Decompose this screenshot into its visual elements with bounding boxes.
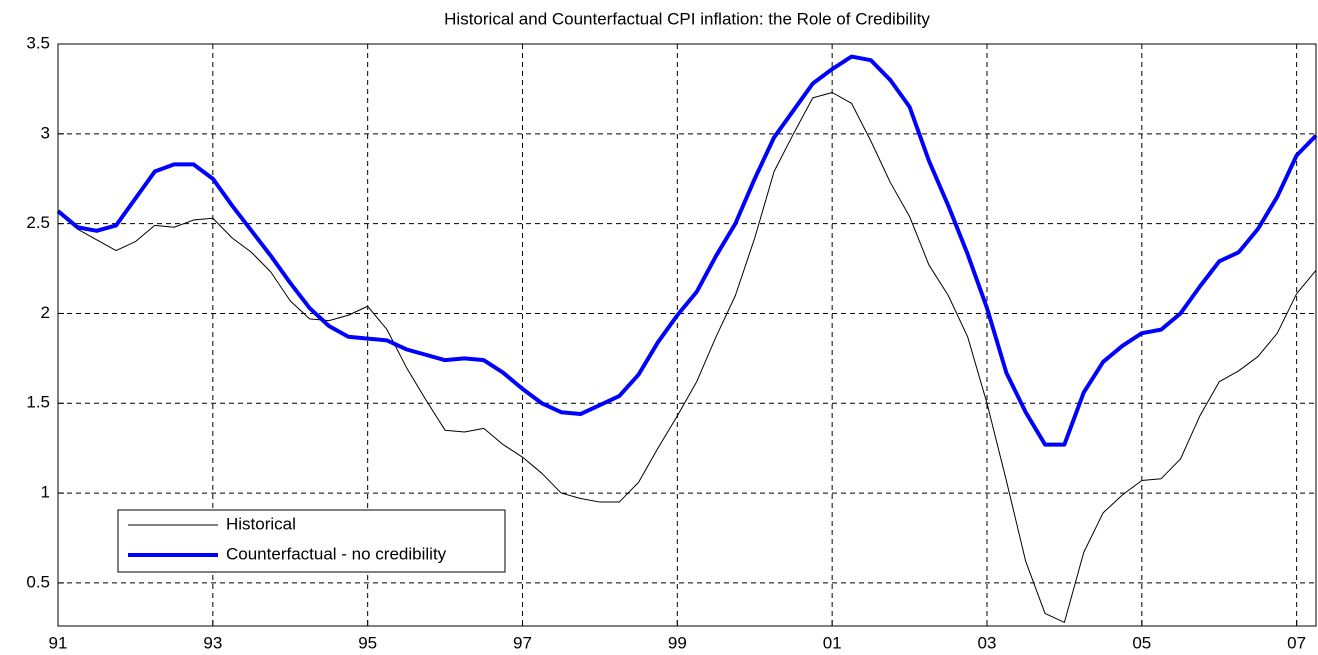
y-tick-label: 0.5 bbox=[26, 572, 50, 591]
x-tick-label: 03 bbox=[978, 633, 997, 652]
plot-frame bbox=[57, 43, 1317, 627]
y-tick-label: 2.5 bbox=[26, 213, 50, 232]
legend-box bbox=[117, 509, 506, 573]
y-tick-label: 1 bbox=[41, 483, 50, 502]
x-tick-label: 93 bbox=[203, 633, 222, 652]
y-tick-label: 3 bbox=[41, 123, 50, 142]
y-tick-label: 3.5 bbox=[26, 33, 50, 52]
series-line bbox=[56, 54, 1318, 447]
x-tick-label: 01 bbox=[823, 633, 842, 652]
legend: Historical Counterfactual - no credibilit… bbox=[117, 509, 506, 573]
series-line bbox=[57, 92, 1317, 623]
chart-title: Historical and Counterfactual CPI inflat… bbox=[444, 9, 930, 28]
y-tick-label: 1.5 bbox=[26, 393, 50, 412]
x-tick-label: 99 bbox=[668, 633, 687, 652]
x-tick-label: 05 bbox=[1132, 633, 1151, 652]
x-tick-label: 91 bbox=[49, 633, 68, 652]
x-tick-label: 07 bbox=[1287, 633, 1306, 652]
x-tick-label: 97 bbox=[513, 633, 532, 652]
x-tick-label: 95 bbox=[358, 633, 377, 652]
legend-label: Historical bbox=[226, 514, 296, 533]
legend-label: Counterfactual - no credibility bbox=[226, 544, 447, 563]
y-tick-label: 2 bbox=[41, 303, 50, 322]
